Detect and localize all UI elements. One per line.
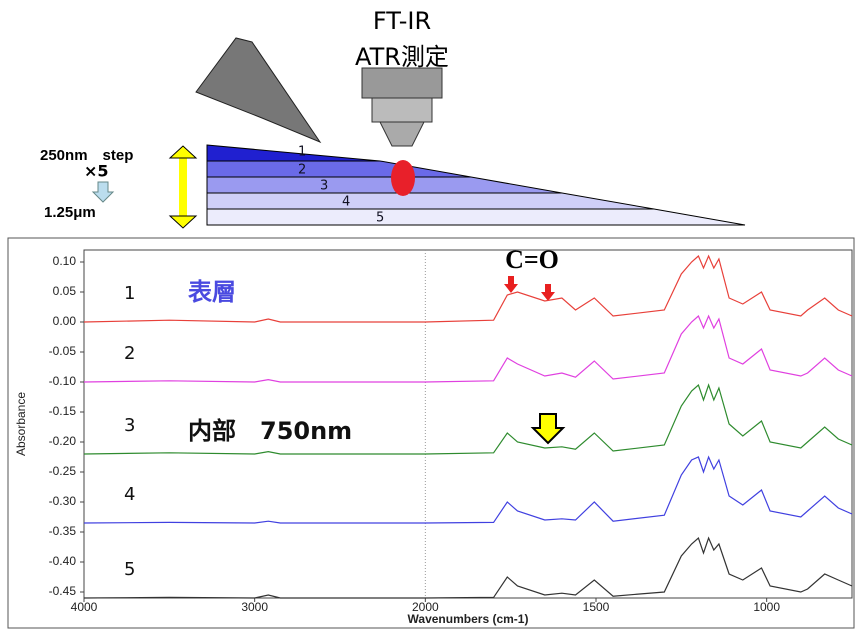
marker-arrow	[533, 414, 563, 443]
annotation: 表層	[188, 278, 236, 306]
y-tick-label: -0.45	[49, 584, 77, 598]
figure: FT-IR ATR測定 250nm step ×5 1.25μm 1 2 3 4…	[0, 0, 859, 630]
y-tick-label: -0.40	[49, 554, 77, 568]
x-tick-label: 4000	[71, 600, 98, 614]
y-tick-label: -0.35	[49, 524, 77, 538]
repeat-label: ×5	[84, 162, 109, 181]
objective	[362, 68, 442, 98]
spectrum-line	[84, 457, 852, 523]
depth-label: 1.25μm	[44, 204, 96, 221]
ir-spot	[391, 160, 415, 196]
objective-lens	[372, 98, 432, 122]
annotation: 内部 750nm	[188, 417, 352, 445]
x-axis-label: Wavenumbers (cm-1)	[408, 612, 529, 626]
spectrum-line	[84, 538, 852, 598]
spectrum-line	[84, 316, 852, 382]
layer-label: 4	[342, 195, 350, 210]
marker-arrow	[541, 284, 555, 301]
series-label: 1	[124, 283, 135, 304]
depth-arrow-head	[170, 146, 196, 158]
series-label: 5	[124, 559, 135, 580]
layer-label: 2	[298, 163, 306, 178]
layer	[207, 145, 380, 161]
y-tick-label: -0.20	[49, 434, 77, 448]
objective-tip	[380, 122, 424, 146]
mode: ATR測定	[355, 43, 449, 71]
schematic: FT-IR ATR測定 250nm step ×5 1.25μm 1 2 3 4…	[40, 7, 745, 228]
technique: FT-IR	[373, 7, 431, 35]
y-tick-label: 0.05	[53, 284, 77, 298]
y-tick-label: 0.00	[53, 314, 77, 328]
layer-label: 3	[320, 179, 328, 194]
layer	[207, 209, 745, 225]
y-tick-label: -0.25	[49, 464, 77, 478]
layer-label: 5	[376, 211, 384, 226]
marker-arrow	[504, 276, 518, 293]
down-arrow	[93, 182, 113, 202]
layer	[207, 177, 562, 193]
series-label: 4	[124, 484, 135, 505]
y-tick-label: 0.10	[53, 254, 77, 268]
x-tick-label: 2000	[412, 600, 439, 614]
y-tick-label: -0.30	[49, 494, 77, 508]
x-tick-label: 3000	[241, 600, 268, 614]
x-tick-label: 1500	[583, 600, 610, 614]
annotation: C=O	[505, 245, 559, 274]
layer-label: 1	[298, 145, 306, 160]
layer	[207, 161, 471, 177]
y-tick-label: -0.05	[49, 344, 77, 358]
y-axis-label: Absorbance	[14, 392, 28, 456]
blade	[196, 38, 320, 142]
series-label: 2	[124, 343, 135, 364]
y-tick-label: -0.10	[49, 374, 77, 388]
layer	[207, 193, 654, 209]
depth-arrow-head	[170, 216, 196, 228]
x-tick-label: 1000	[753, 600, 780, 614]
series-label: 3	[124, 415, 135, 436]
y-tick-label: -0.15	[49, 404, 77, 418]
